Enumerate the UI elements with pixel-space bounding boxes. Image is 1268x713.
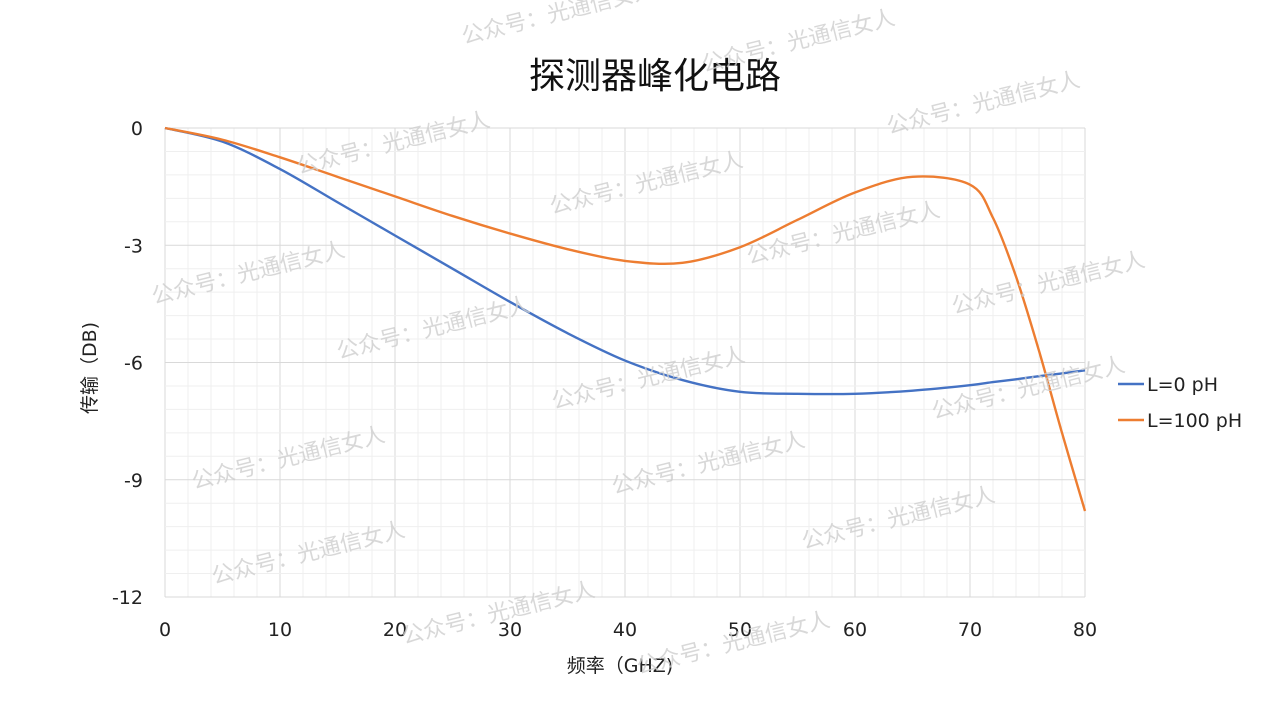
watermark-text: 公众号：光通信女人 [799, 483, 997, 555]
y-axis-ticks: 0 -3 -6 -9 -12 [112, 118, 143, 609]
x-axis-ticks: 0 10 20 30 40 50 60 70 80 [159, 619, 1097, 641]
watermark-text: 公众号：光通信女人 [609, 428, 807, 500]
y-axis-label: 传输（DB) [79, 322, 101, 414]
watermark-text: 公众号：光通信女人 [189, 423, 387, 495]
chart-legend: L=0 pH L=100 pH [1118, 374, 1242, 432]
x-tick-label: 40 [613, 619, 637, 641]
x-tick-label: 70 [958, 619, 982, 641]
y-tick-label: 0 [131, 118, 143, 140]
y-tick-label: -12 [112, 587, 143, 609]
x-tick-label: 30 [498, 619, 522, 641]
x-tick-label: 10 [268, 619, 292, 641]
y-tick-label: -3 [124, 235, 143, 257]
watermark-text: 公众号：光通信女人 [149, 238, 347, 310]
watermark-text: 公众号：光通信女人 [294, 108, 492, 180]
x-tick-label: 60 [843, 619, 867, 641]
y-tick-label: -9 [124, 470, 143, 492]
x-tick-label: 0 [159, 619, 171, 641]
chart-series [164, 126, 1087, 512]
watermark-text: 公众号：光通信女人 [929, 353, 1127, 425]
legend-label: L=0 pH [1147, 374, 1218, 396]
chart-grid [164, 127, 1086, 598]
x-tick-label: 20 [383, 619, 407, 641]
x-tick-label: 80 [1073, 619, 1097, 641]
watermark-text: 公众号：光通信女人 [884, 68, 1082, 140]
chart-title: 探测器峰化电路 [529, 56, 781, 97]
series-line-2 [164, 126, 1087, 512]
series-line-1 [164, 126, 1086, 396]
x-axis-label: 频率（GHZ) [567, 655, 673, 677]
watermark-text: 公众号：光通信女人 [699, 6, 897, 78]
watermark-text: 公众号：光通信女人 [459, 0, 657, 50]
y-tick-label: -6 [124, 353, 143, 375]
watermark-text: 公众号：光通信女人 [547, 148, 745, 220]
watermark-text: 公众号：光通信女人 [744, 198, 942, 270]
x-tick-label: 50 [728, 619, 752, 641]
watermark-text: 公众号：光通信女人 [334, 293, 532, 365]
legend-label: L=100 pH [1147, 410, 1242, 432]
watermark-text: 公众号：光通信女人 [949, 248, 1147, 320]
watermark-text: 公众号：光通信女人 [209, 518, 407, 590]
